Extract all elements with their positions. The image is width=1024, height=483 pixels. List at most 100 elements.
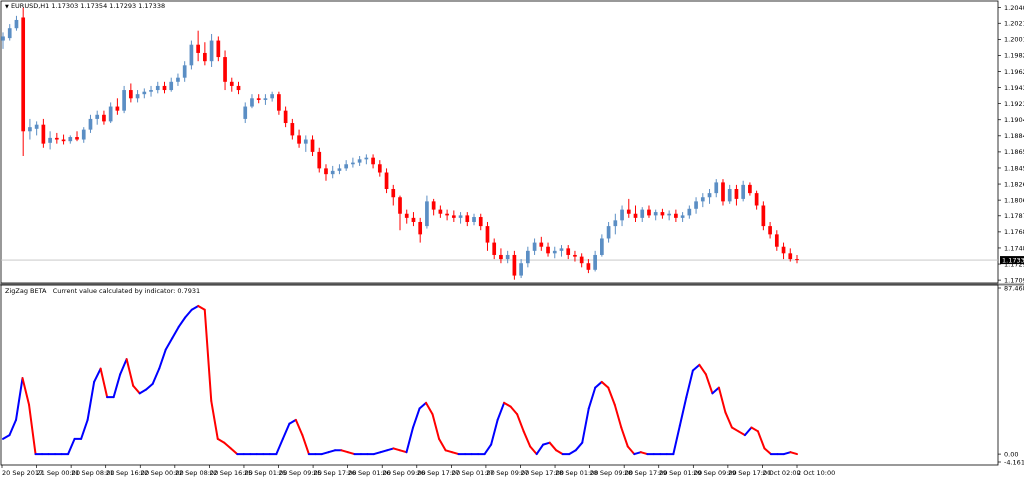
candle: [465, 212, 470, 227]
zigzag-segment: [503, 401, 512, 408]
zigzag-segment: [522, 430, 532, 448]
candle-body: [734, 189, 739, 199]
candle: [586, 259, 591, 274]
candle: [189, 40, 194, 70]
candle: [653, 209, 658, 221]
zigzag-segment: [93, 367, 102, 383]
candle-body: [263, 98, 268, 100]
zigzag-segment: [275, 437, 284, 456]
candle: [108, 102, 113, 124]
zigzag-segment: [86, 380, 96, 421]
candle-body: [795, 259, 799, 261]
zigzag-segment: [392, 447, 401, 452]
candle-body: [88, 118, 93, 130]
candle: [330, 165, 335, 179]
candle-body: [525, 250, 530, 264]
candle: [351, 157, 355, 168]
candle-body: [102, 114, 106, 122]
zigzag-segment: [8, 418, 18, 437]
candle: [88, 114, 93, 133]
zigzag-segment: [535, 443, 545, 456]
candle-body: [714, 182, 719, 194]
candle: [707, 189, 712, 204]
candle: [21, 7, 26, 157]
candle: [182, 61, 187, 82]
candle-body: [250, 98, 254, 107]
candle-body: [579, 256, 584, 264]
candle-body: [653, 212, 658, 216]
zigzag-segment: [789, 451, 798, 456]
price-tick-label: 1.17095: [1004, 276, 1024, 284]
candle-body: [425, 201, 429, 227]
indicator-name: ZigZag BETA: [5, 287, 47, 295]
time-tick-label: 2 Oct 02:00: [762, 469, 800, 477]
candle-body: [499, 254, 503, 260]
candle-body: [182, 65, 187, 78]
zigzag-segment: [67, 437, 76, 456]
indicator-tick-label: 0.00: [1004, 450, 1018, 458]
candle: [377, 160, 382, 177]
candle: [606, 221, 611, 243]
zigzag-segment: [372, 451, 382, 456]
zigzag-segment: [158, 348, 167, 370]
candle-body: [404, 213, 409, 218]
zigzag-segment: [379, 449, 388, 454]
candle-body: [21, 17, 26, 132]
candle: [438, 205, 443, 218]
candle: [149, 85, 153, 97]
candle-body: [761, 205, 766, 227]
zigzag-segment: [340, 449, 349, 454]
zigzag-segment: [177, 316, 187, 328]
zigzag-segment: [320, 451, 330, 456]
candle: [270, 91, 275, 102]
candle-body: [741, 184, 746, 199]
dropdown-triangle-icon[interactable]: ▼: [5, 4, 9, 10]
price-tick-label: 1.17290: [1004, 260, 1024, 268]
candle-body: [209, 40, 214, 62]
candle-body: [566, 248, 571, 255]
zigzag-segment: [587, 386, 597, 410]
time-tick-label: 25 Sep 17:00: [313, 469, 356, 477]
candle: [774, 230, 779, 251]
time-tick-label: 21 Sep 00:00: [37, 469, 80, 477]
candle-body: [721, 182, 725, 202]
zigzag-segment: [99, 367, 109, 399]
candle-body: [600, 238, 604, 255]
price-tick-label: 1.20210: [1004, 20, 1024, 28]
candle: [7, 24, 12, 41]
candle-body: [95, 114, 100, 119]
zigzag-segment: [737, 430, 746, 437]
candle: [317, 147, 322, 173]
candle: [532, 238, 537, 255]
candle-body: [458, 215, 463, 218]
candle: [81, 127, 86, 143]
zigzag-segment: [490, 418, 499, 446]
price-pane[interactable]: 1.20400 1.20210 1.20015 1.19820 1.19625 1.194…: [0, 0, 1024, 286]
zigzag-segment: [626, 445, 636, 456]
candle-body: [34, 124, 39, 129]
candle-body: [546, 246, 550, 254]
candle-body: [290, 123, 295, 136]
time-tick-label: 25 Sep 01:00: [244, 469, 287, 477]
zigzag-segment: [327, 449, 336, 454]
candle-body: [633, 213, 638, 218]
zigzag-segment: [190, 304, 200, 311]
time-tick-label: 22 Sep 00:00: [140, 469, 183, 477]
candle-body: [398, 197, 402, 214]
zigzag-segment: [301, 434, 310, 456]
zigzag-segment: [125, 358, 135, 387]
candle-body: [505, 254, 510, 260]
zigzag-segment: [711, 386, 720, 395]
candle: [337, 164, 342, 175]
candle-body: [438, 209, 443, 214]
zigzag-segment: [28, 403, 37, 456]
zigzag-segment: [132, 384, 141, 395]
zigzag-segment: [385, 447, 395, 452]
current-price-badge: [1000, 256, 1024, 265]
zigzag-segment: [717, 386, 727, 414]
candle-body: [122, 90, 126, 111]
